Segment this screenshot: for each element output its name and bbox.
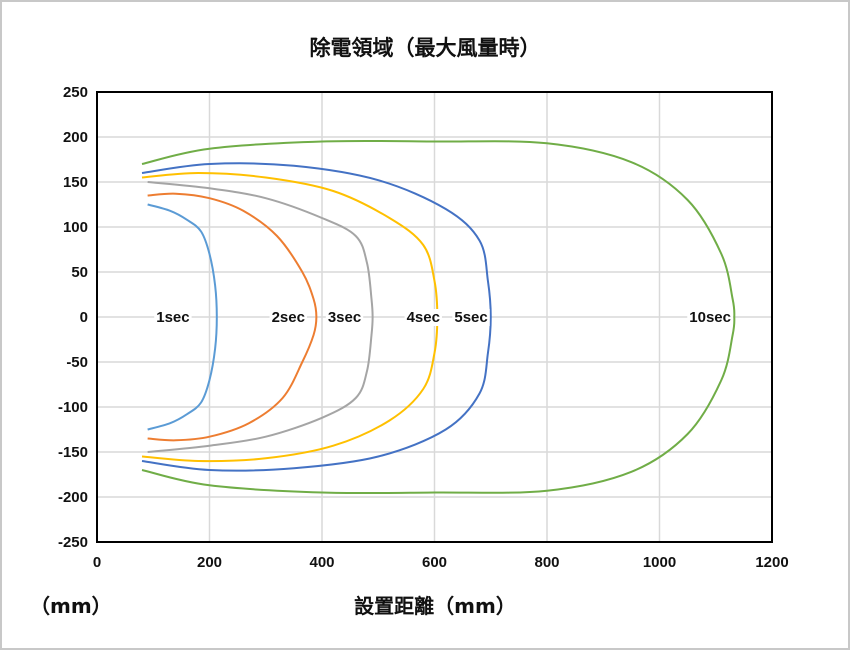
- x-tick-label: 1200: [755, 554, 788, 571]
- y-tick-label: -50: [66, 354, 88, 371]
- x-tick-label: 1000: [643, 554, 676, 571]
- curve-label-5sec: 5sec: [454, 309, 487, 326]
- x-tick-label: 200: [197, 554, 222, 571]
- curve-label-4sec: 4sec: [407, 309, 440, 326]
- x-tick-label: 0: [93, 554, 101, 571]
- curve-label-2sec: 2sec: [272, 309, 305, 326]
- y-tick-label: 100: [63, 219, 88, 236]
- y-tick-label: 0: [80, 309, 88, 326]
- x-tick-label: 600: [422, 554, 447, 571]
- y-tick-label: 150: [63, 174, 88, 191]
- y-tick-label: -200: [58, 489, 88, 506]
- curve-label-3sec: 3sec: [328, 309, 361, 326]
- curve-5sec: [141, 162, 492, 472]
- curve-1sec: [147, 203, 218, 431]
- curve-label-1sec: 1sec: [156, 309, 189, 326]
- y-tick-label: 50: [71, 264, 88, 281]
- y-tick-label: 250: [63, 84, 88, 101]
- y-tick-label: 200: [63, 129, 88, 146]
- curve-label-10sec: 10sec: [689, 309, 731, 326]
- x-tick-label: 400: [309, 554, 334, 571]
- x-axis-ticks: 0 200 400 600 800 1000 1200: [93, 554, 789, 571]
- x-axis-label: 設置距離（mm）: [354, 594, 516, 618]
- chart-title: 除電領域（最大風量時）: [309, 36, 541, 60]
- curve-labels: 1sec 2sec 3sec 4sec 5sec 10sec: [154, 309, 733, 326]
- y-tick-label: -150: [58, 444, 88, 461]
- plot-border: [96, 91, 773, 543]
- y-tick-label: -100: [58, 399, 88, 416]
- curve-3sec: [147, 181, 374, 453]
- x-tick-label: 800: [534, 554, 559, 571]
- y-axis-label: （mm）: [30, 594, 112, 618]
- y-tick-label: -250: [58, 534, 88, 551]
- y-axis-ticks: 250 200 150 100 50 0 -50 -100 -150 -200 -250: [58, 84, 88, 551]
- curve-2sec: [147, 192, 318, 442]
- curve-10sec: [141, 139, 736, 495]
